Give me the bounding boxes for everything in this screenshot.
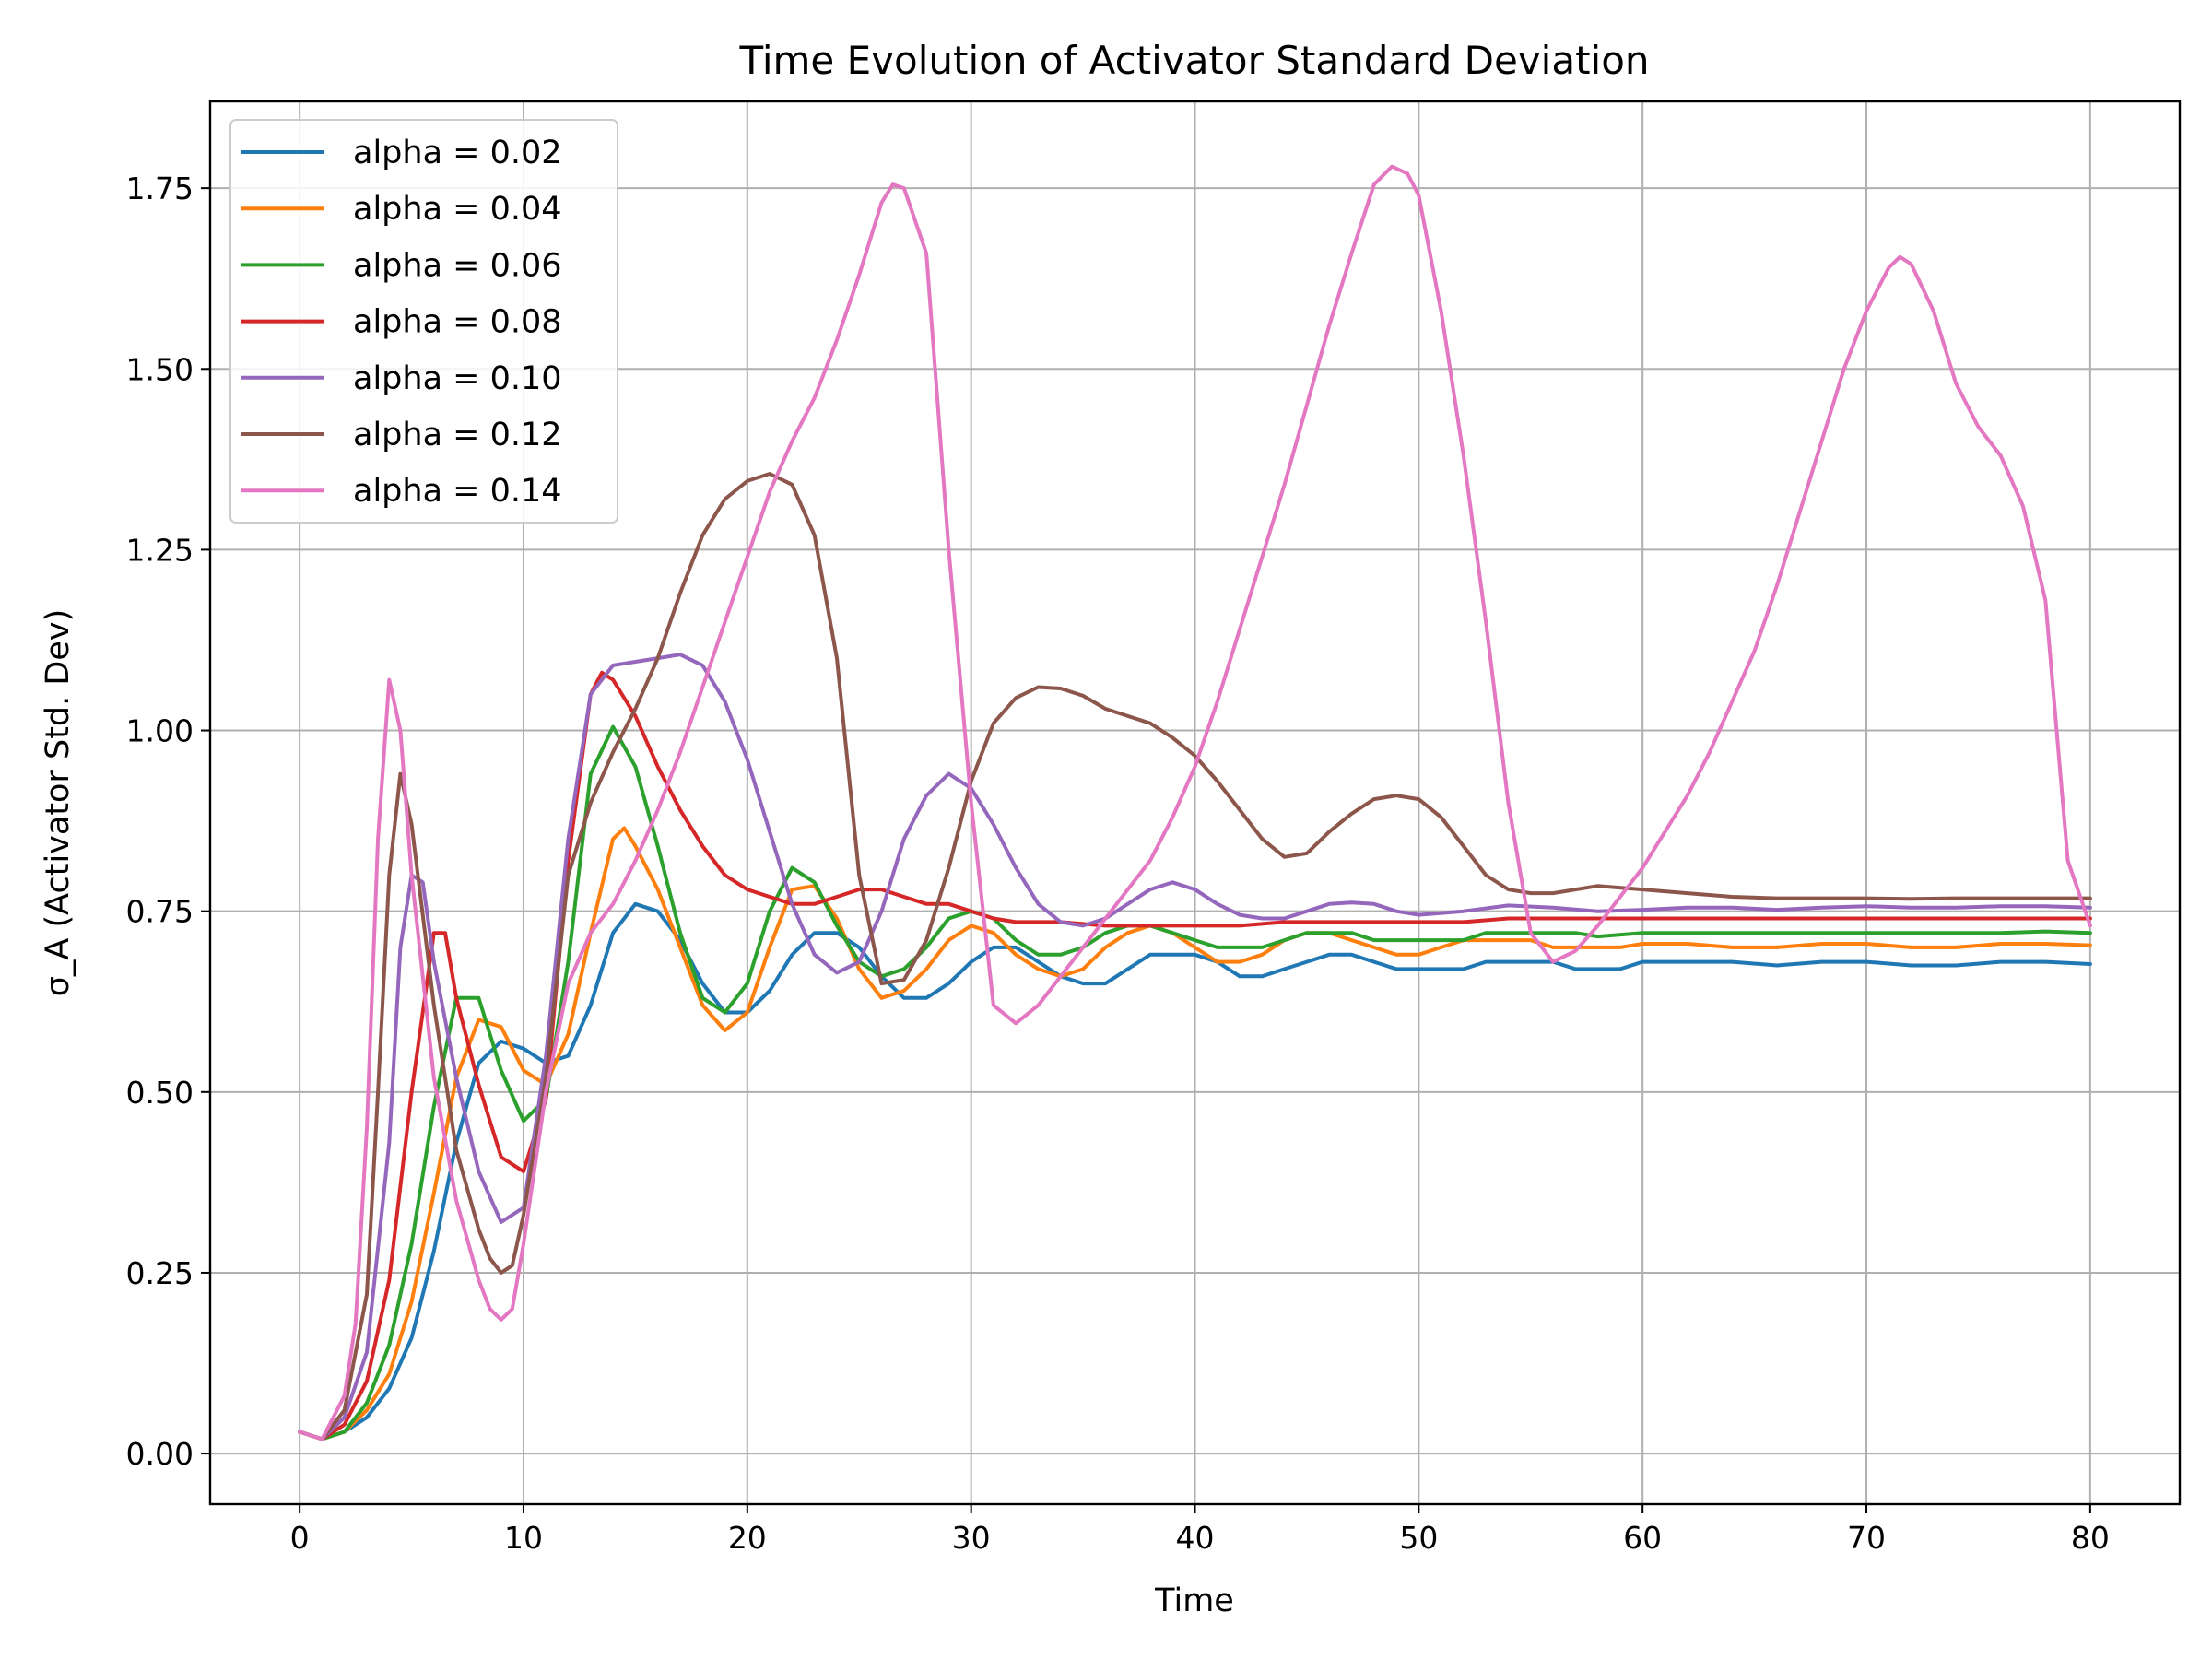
x-tick-label: 0 xyxy=(290,1520,310,1556)
legend-label: alpha = 0.08 xyxy=(353,304,562,341)
series-line-4 xyxy=(298,653,2092,1441)
legend-label: alpha = 0.06 xyxy=(353,247,562,284)
x-tick-label: 60 xyxy=(1623,1520,1662,1556)
series-line-3 xyxy=(298,670,2092,1441)
y-tick-label: 0.25 xyxy=(126,1255,194,1291)
x-tick-label: 40 xyxy=(1176,1520,1215,1556)
y-axis-label: σ_A (Activator Std. Dev) xyxy=(40,609,76,997)
legend-label: alpha = 0.12 xyxy=(353,417,562,453)
chart-title: Time Evolution of Activator Standard Dev… xyxy=(738,38,1649,83)
legend-label: alpha = 0.14 xyxy=(353,473,562,510)
y-tick-label: 1.75 xyxy=(126,171,194,206)
y-tick-label: 0.75 xyxy=(126,894,194,930)
ticks: 0 10 20 30 40 50 60 70 80 0.00 0.25 0.50 0.75 1.00 1.2… xyxy=(126,171,2110,1556)
series-line-0 xyxy=(298,901,2092,1441)
legend-label: alpha = 0.04 xyxy=(353,191,562,228)
legend-label: alpha = 0.02 xyxy=(353,135,562,171)
legend-label: alpha = 0.10 xyxy=(353,360,562,397)
series-line-6 xyxy=(298,164,2092,1441)
y-tick-label: 1.25 xyxy=(126,532,194,568)
x-tick-label: 30 xyxy=(952,1520,991,1556)
legend-box xyxy=(229,119,618,524)
x-tick-label: 50 xyxy=(1399,1520,1438,1556)
x-tick-label: 70 xyxy=(1847,1520,1886,1556)
y-tick-label: 0.50 xyxy=(126,1075,194,1111)
y-tick-label: 1.50 xyxy=(126,351,194,387)
series-group xyxy=(298,164,2092,1441)
series-line-5 xyxy=(298,472,2092,1441)
x-tick-label: 80 xyxy=(2071,1520,2110,1556)
grid xyxy=(210,101,2180,1504)
legend: alpha = 0.02 alpha = 0.04 alpha = 0.06 alph… xyxy=(229,119,618,524)
y-tick-label: 0.00 xyxy=(126,1436,194,1472)
x-axis-label: Time xyxy=(1154,1583,1234,1619)
series-line-1 xyxy=(298,826,2092,1441)
y-tick-label: 1.00 xyxy=(126,713,194,749)
x-tick-label: 20 xyxy=(728,1520,767,1556)
x-tick-label: 10 xyxy=(504,1520,543,1556)
